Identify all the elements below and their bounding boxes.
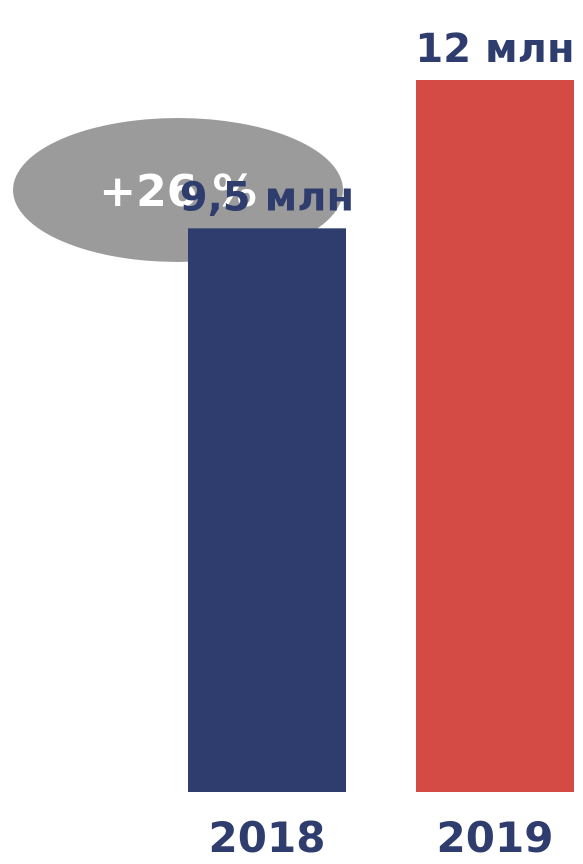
labels-layer: 9,5 млн 12 млн (180, 26, 575, 220)
bar-2018 (188, 228, 346, 793)
data-label-2018: 9,5 млн (180, 174, 354, 220)
bar-2019 (416, 80, 574, 792)
tick-label-2019: 2019 (437, 813, 554, 862)
tick-label-2018: 2018 (209, 813, 326, 862)
growth-badge: +26 % (13, 118, 343, 262)
x-axis-ticks: 2018 2019 (209, 813, 554, 862)
data-label-2019: 12 млн (415, 26, 574, 72)
growth-badge-ellipse (13, 118, 343, 262)
growth-badge-text: +26 % (99, 166, 257, 217)
bars-layer (188, 80, 574, 793)
